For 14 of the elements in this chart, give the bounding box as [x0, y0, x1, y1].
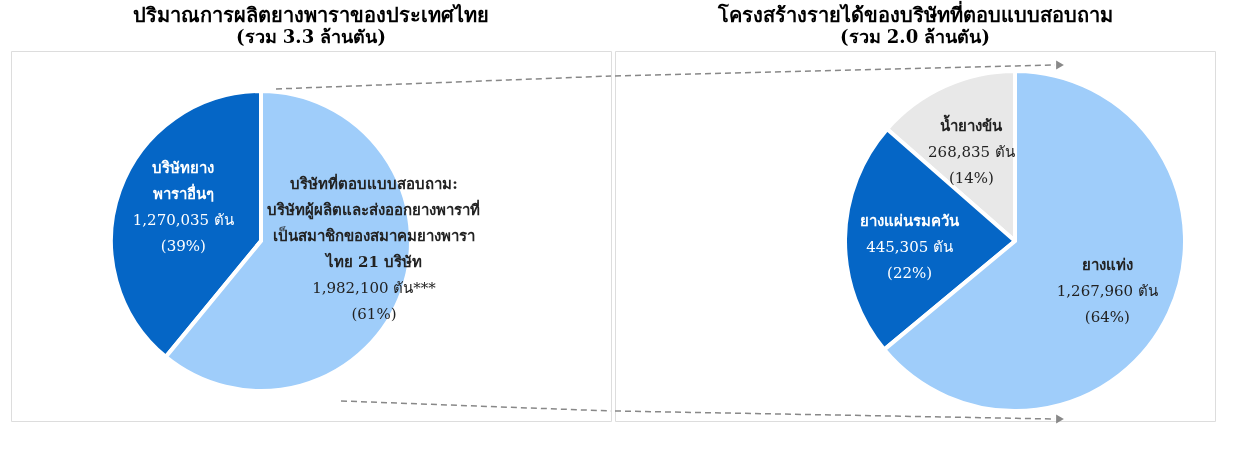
chart-subtitle: (รวม 2.0 ล้านตัน)	[840, 26, 990, 47]
data-label: 1,267,960 ตัน (64%)	[1056, 282, 1158, 327]
slice-label: บริษัทที่ตอบแบบสอบถาม: บริษัทผู้ผลิตและส่งออกยางพาราที่ เป็นสมาชิกของสมาคมยางพารา ไทย 21 บริษัท	[267, 173, 481, 272]
slice-label: ยางแผ่นรมควัน	[860, 211, 961, 230]
chart-subtitle: (รวม 3.3 ล้านตัน)	[236, 26, 386, 47]
chart-title: โครงสร้างรายได้ของบริษัทที่ตอบแบบสอบถาม	[716, 0, 1113, 27]
slice-label: บริษัทยาง พาราอื่นๆ	[152, 159, 215, 204]
data-label: 1,982,100 ตัน*** (61%)	[312, 279, 437, 324]
slice-label: น้ำยางข้น	[940, 114, 1004, 136]
data-label: 445,305 ตัน (22%)	[866, 237, 954, 282]
slice-label: ยางแท่ง	[1081, 256, 1133, 275]
data-label: 1,270,035 ตัน (39%)	[132, 211, 234, 256]
data-label: 268,835 ตัน (14%)	[928, 143, 1015, 188]
chart-title: ปริมาณการผลิตยางพาราของประเทศไทย	[133, 3, 489, 27]
